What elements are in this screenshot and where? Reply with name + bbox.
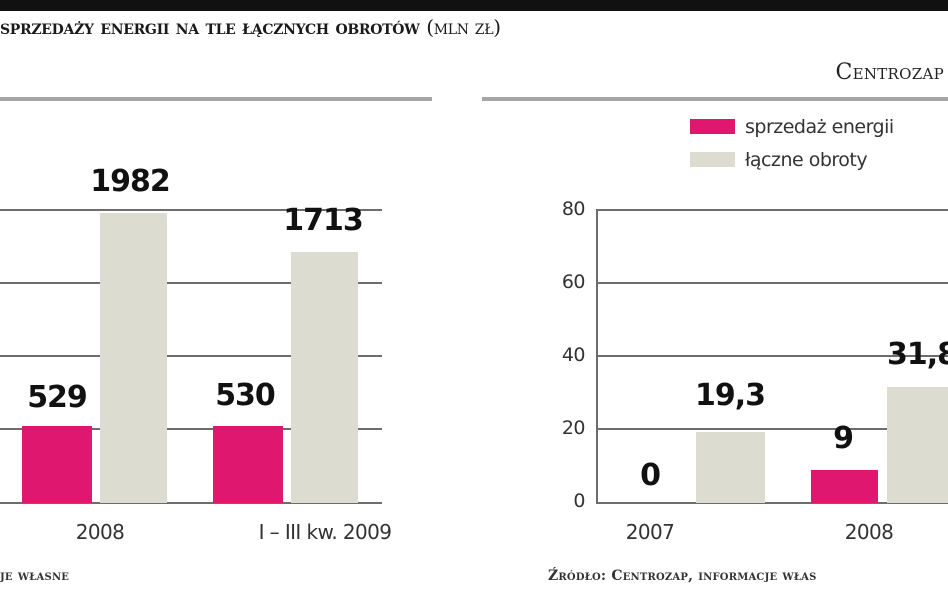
value-label-turnover-2008: 1982 (90, 164, 170, 199)
title-text: sprzedaży energii na tle łącznych obrotó… (0, 15, 420, 39)
legend-swatch-turnover (690, 152, 735, 167)
y-tick-60: 60 (561, 271, 586, 293)
value-label-turnover-2008-right: 31,8 (886, 337, 948, 372)
value-label-energy-2008: 529 (27, 380, 88, 415)
gridline-80 (597, 209, 948, 211)
left-header-rule (0, 97, 432, 101)
bar-turnover-2008-right (887, 387, 948, 503)
bar-turnover-2009 (291, 252, 358, 503)
bar-energy-2008-right (811, 470, 878, 503)
category-label-2008-right: 2008 (844, 520, 894, 544)
legend-label-turnover: łączne obroty (745, 148, 868, 171)
legend-swatch-energy (690, 119, 735, 134)
y-tick-40: 40 (561, 344, 586, 366)
gridline-40 (597, 355, 948, 357)
y-tick-0: 0 (573, 490, 585, 512)
gridline-2000 (0, 209, 382, 211)
top-black-bar (0, 0, 948, 11)
gridline-60 (597, 282, 948, 284)
bar-turnover-2008 (100, 213, 167, 503)
baseline-right (597, 502, 948, 504)
value-label-turnover-2007: 19,3 (694, 378, 766, 413)
legend: sprzedaż energii łączne obroty (690, 110, 894, 176)
legend-label-energy: sprzedaż energii (745, 115, 894, 138)
gridline-20 (597, 428, 948, 430)
value-label-energy-2009: 530 (215, 378, 276, 413)
title-unit: (mln zł) (426, 15, 501, 39)
value-label-turnover-2009: 1713 (283, 203, 363, 238)
value-label-energy-2007: 0 (640, 458, 661, 493)
legend-item-turnover: łączne obroty (690, 143, 894, 176)
baseline (0, 502, 382, 504)
right-header-rule (482, 97, 948, 101)
gridline-500 (0, 428, 382, 430)
y-tick-20: 20 (561, 417, 586, 439)
legend-item-energy: sprzedaż energii (690, 110, 894, 143)
bar-turnover-2007 (696, 432, 765, 503)
source-right: Źródło: Centrozap, informacje włas (548, 568, 817, 584)
chart-title: sprzedaży energii na tle łącznych obrotó… (0, 15, 501, 39)
source-left: je własne (0, 568, 70, 584)
bar-energy-2009 (213, 426, 283, 503)
gridline-1000 (0, 355, 382, 357)
company-label: Centrozap (835, 60, 944, 85)
value-label-energy-2008-right: 9 (833, 421, 854, 456)
category-label-2009: I – III kw. 2009 (258, 520, 392, 544)
bar-energy-2008 (22, 426, 92, 503)
category-label-2007: 2007 (625, 520, 675, 544)
gridline-1500 (0, 282, 382, 284)
category-label-2008: 2008 (75, 520, 125, 544)
y-tick-80: 80 (561, 198, 586, 220)
